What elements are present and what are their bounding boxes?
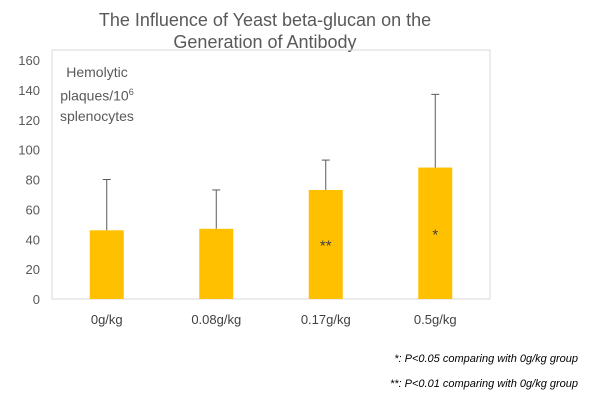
y-tick-label: 100 xyxy=(18,143,40,158)
bar xyxy=(308,189,343,299)
x-tick-label: 0.17g/kg xyxy=(301,312,351,327)
y-label-line1: Hemolytic xyxy=(66,64,128,80)
significance-marker: * xyxy=(432,226,438,243)
plot-border xyxy=(51,49,491,300)
chart-title-line1: The Influence of Yeast beta-glucan on th… xyxy=(98,10,432,30)
y-tick-label: 20 xyxy=(26,262,40,277)
y-label-line3: splenocytes xyxy=(60,107,134,124)
note-p005: *: P<0.05 comparing with 0g/kg group xyxy=(394,353,578,365)
y-label-line2: plaques/10 xyxy=(60,87,129,104)
x-tick-label: 0.08g/kg xyxy=(191,312,241,327)
note-p001: **: P<0.01 comparing with 0g/kg group xyxy=(389,378,578,390)
y-label-sup: 6 xyxy=(128,87,134,97)
x-tick-label: 0.5g/kg xyxy=(414,312,457,327)
chart-title-line2: Generation of Antibody xyxy=(173,32,357,52)
y-tick-label: 0 xyxy=(33,292,40,307)
bar xyxy=(199,228,234,299)
x-tick-label: 0g/kg xyxy=(91,312,123,327)
significance-marker: ** xyxy=(320,237,332,254)
y-tick-label: 80 xyxy=(26,173,40,188)
y-axis-label: Hemolytic plaques/106 splenocytes xyxy=(60,62,134,126)
y-tick-label: 140 xyxy=(18,83,40,98)
bar xyxy=(89,230,124,299)
y-tick-label: 40 xyxy=(26,232,40,247)
bar xyxy=(418,167,453,299)
y-tick-label: 160 xyxy=(18,53,40,68)
y-tick-label: 120 xyxy=(18,113,40,128)
y-tick-label: 60 xyxy=(26,202,40,217)
